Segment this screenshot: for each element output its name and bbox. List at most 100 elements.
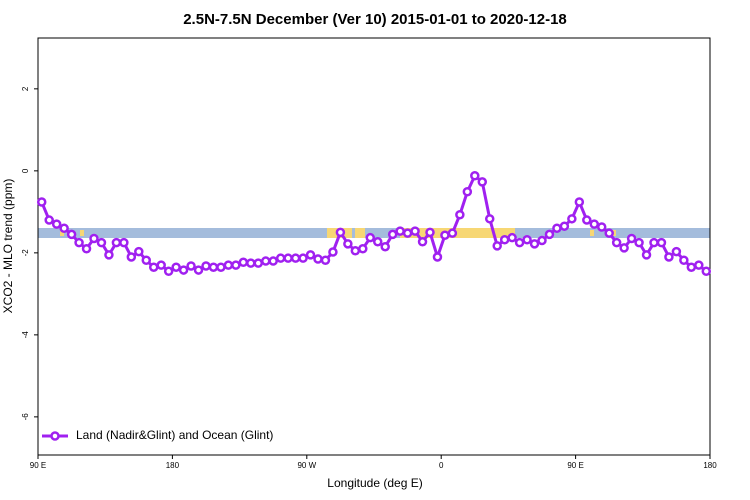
point — [537, 235, 547, 246]
point — [246, 258, 256, 268]
point — [410, 226, 420, 236]
point — [395, 226, 405, 236]
point — [417, 237, 428, 247]
y-tick-label: 0 — [21, 168, 30, 173]
point — [231, 260, 241, 270]
point — [656, 237, 667, 248]
point — [499, 234, 510, 245]
point — [126, 252, 137, 262]
y-axis-label: XCO2 - MLO trend (ppm) — [1, 179, 15, 314]
point — [119, 237, 129, 248]
point — [208, 262, 219, 272]
point — [44, 215, 54, 225]
point — [193, 265, 204, 275]
point — [387, 229, 398, 240]
point — [529, 239, 540, 249]
point — [81, 244, 92, 254]
point — [604, 228, 614, 238]
plot-frame — [37, 37, 711, 456]
point — [96, 237, 107, 248]
point — [111, 237, 122, 248]
point — [567, 214, 577, 224]
point — [163, 266, 174, 277]
point — [134, 246, 144, 257]
x-tick-label: 90 E — [30, 461, 46, 470]
point — [335, 227, 346, 238]
point — [477, 177, 488, 187]
legend-marker — [50, 431, 60, 441]
point — [649, 237, 659, 248]
point — [470, 171, 480, 181]
point — [611, 237, 622, 248]
point — [74, 237, 84, 248]
chart-title: 2.5N-7.5N December (Ver 10) 2015-01-01 t… — [183, 11, 567, 28]
point — [305, 250, 316, 260]
x-tick-label: 90 W — [297, 461, 316, 470]
point — [66, 229, 77, 240]
point — [664, 252, 674, 262]
point — [298, 253, 308, 263]
series-line — [40, 173, 708, 274]
x-tick-label: 180 — [166, 461, 180, 470]
point — [141, 255, 152, 265]
point — [216, 262, 226, 272]
point — [178, 265, 189, 275]
point — [634, 237, 644, 248]
point — [514, 237, 525, 248]
point — [701, 266, 712, 277]
point — [350, 246, 361, 256]
y-tick-label: -4 — [21, 331, 30, 339]
point — [313, 254, 323, 264]
point — [365, 232, 376, 243]
point — [380, 241, 390, 252]
point — [522, 234, 532, 245]
point — [51, 219, 62, 229]
point — [492, 241, 502, 251]
y-tick-label: 2 — [21, 86, 30, 91]
point — [320, 255, 331, 265]
point — [559, 221, 570, 231]
point — [552, 223, 562, 234]
point — [148, 262, 159, 272]
point — [343, 239, 353, 249]
point — [156, 260, 166, 270]
point — [619, 243, 629, 253]
point — [589, 219, 600, 229]
point — [641, 250, 652, 260]
point — [223, 260, 234, 270]
point — [290, 253, 301, 263]
y-tick-label: -6 — [21, 413, 30, 421]
point — [484, 214, 495, 224]
x-tick-label: 0 — [439, 461, 444, 470]
point — [447, 228, 458, 238]
point — [507, 232, 517, 243]
point — [544, 229, 555, 240]
point — [432, 252, 443, 262]
y-tick-label: -2 — [21, 249, 30, 257]
point — [626, 233, 637, 244]
point — [596, 222, 607, 232]
point — [679, 255, 689, 265]
point — [268, 256, 278, 266]
point — [574, 197, 585, 207]
point — [186, 261, 196, 271]
point — [238, 257, 249, 268]
point — [171, 262, 181, 272]
point — [686, 262, 697, 272]
x-tick-label: 90 E — [567, 461, 583, 470]
point — [671, 246, 682, 257]
point — [358, 244, 368, 254]
point — [283, 253, 293, 263]
legend-label: Land (Nadir&Glint) and Ocean (Glint) — [76, 428, 273, 442]
point — [694, 260, 704, 270]
point — [425, 227, 435, 238]
point — [440, 230, 450, 240]
point — [455, 209, 465, 220]
point — [462, 187, 473, 197]
point — [260, 256, 271, 266]
x-axis-label: Longitude (deg E) — [327, 476, 422, 490]
point — [201, 261, 211, 271]
point — [36, 197, 47, 207]
point — [253, 258, 264, 268]
